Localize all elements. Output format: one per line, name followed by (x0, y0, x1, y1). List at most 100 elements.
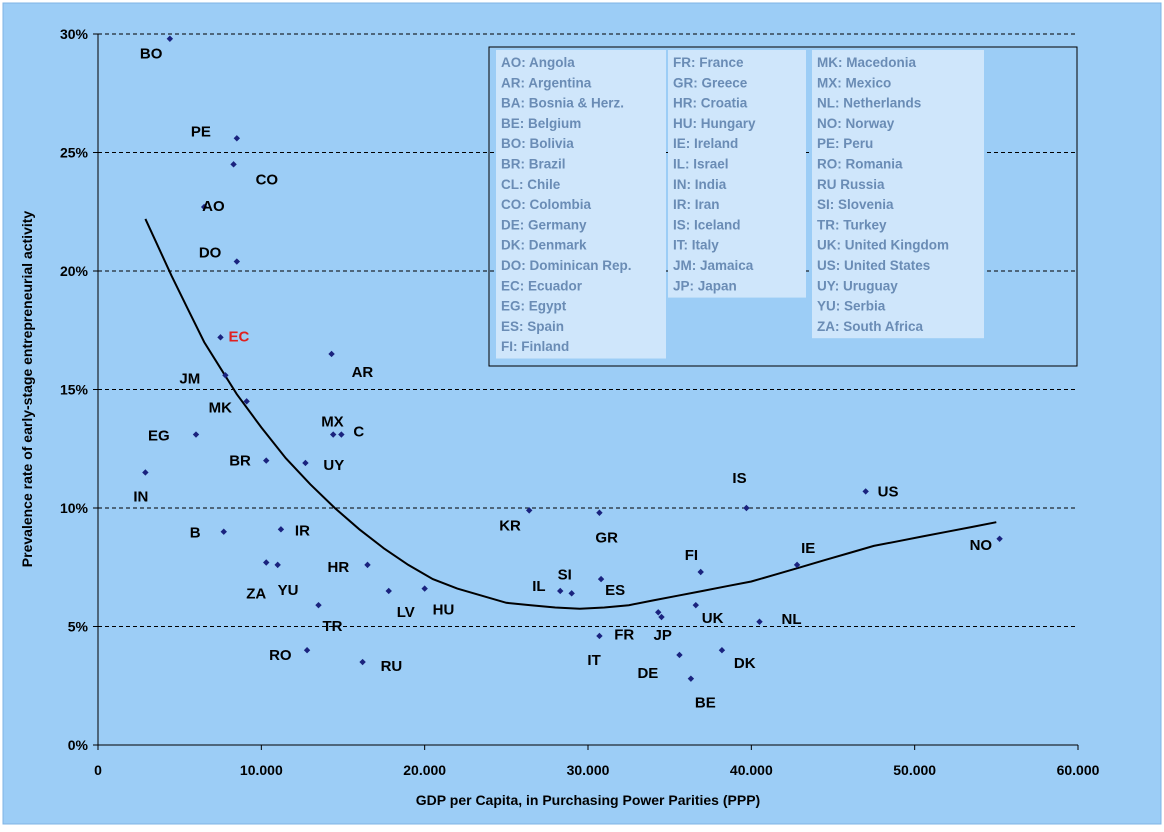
legend-entry: IN: India (673, 177, 727, 192)
data-point-nl (756, 618, 763, 625)
legend-entry: UY: Uruguay (817, 278, 898, 293)
legend-entry: CO: Colombia (501, 197, 591, 212)
data-label-tr: TR (323, 618, 343, 635)
data-point-br (263, 457, 270, 464)
data-point-ru (359, 658, 366, 666)
legend-entry: EG: Egypt (501, 299, 567, 314)
data-point-fi (697, 568, 704, 576)
data-label-fr: FR (614, 626, 634, 643)
data-label-de: DE (637, 665, 658, 682)
y-tick-label: 15% (60, 382, 89, 398)
y-axis-title: Prevalence rate of early-stage entrepren… (19, 211, 35, 568)
data-point-il (557, 587, 564, 595)
legend-entry: US: United States (817, 258, 930, 273)
data-point-do (233, 258, 241, 265)
data-label-be: BE (695, 695, 716, 712)
trendline-layer (144, 218, 997, 610)
data-point-hr (364, 561, 371, 569)
legend-entry: IR: Iran (673, 197, 720, 212)
legend-entry: IE: Ireland (673, 136, 738, 151)
legend-entry: CL: Chile (501, 177, 561, 192)
y-tick-label: 10% (60, 500, 89, 516)
data-point-is (743, 504, 750, 512)
data-label-us: US (878, 483, 899, 500)
data-point-mx (330, 431, 337, 438)
data-point-ec (217, 334, 224, 341)
data-label-si: SI (558, 566, 572, 583)
legend-entry: NO: Norway (817, 116, 895, 131)
legend-entry: NL: Netherlands (817, 96, 921, 111)
data-label-gr: GR (595, 530, 618, 547)
x-tick-label: 40.000 (730, 762, 773, 778)
legend-column-bg (496, 50, 666, 359)
data-point-co (230, 161, 237, 168)
data-point-tr (315, 601, 322, 609)
data-label-hr: HR (328, 559, 350, 576)
legend-entry: GR: Greece (673, 75, 748, 90)
data-label-it: IT (587, 652, 600, 669)
y-tick-label: 5% (68, 619, 89, 635)
x-tick-label: 20.000 (403, 762, 446, 778)
data-label-ru: RU (381, 658, 403, 675)
data-point-ir (277, 526, 285, 533)
data-point-fr (655, 609, 662, 616)
legend-entry: AR: Argentina (501, 75, 592, 90)
legend-entry: BO: Bolivia (501, 136, 574, 151)
data-point-gr (596, 509, 603, 516)
x-axis-title: GDP per Capita, in Purchasing Power Pari… (416, 792, 760, 808)
data-label-il: IL (532, 578, 545, 595)
legend-entry: RO: Romania (817, 157, 903, 172)
data-point-uy (302, 459, 309, 467)
data-label-eg: EG (148, 428, 170, 445)
legend-entry: BE: Belgium (501, 116, 581, 131)
data-label-pe: PE (191, 123, 211, 140)
legend-entry: RU Russia (817, 177, 885, 192)
legend-entry: FI: Finland (501, 339, 569, 354)
data-point-yu (274, 561, 281, 569)
data-point-it (596, 632, 603, 640)
legend-entry: ZA: South Africa (817, 319, 923, 334)
data-label-ir: IR (295, 522, 310, 539)
data-label-lv: LV (397, 604, 415, 621)
legend-entry: HU: Hungary (673, 116, 756, 131)
x-tick-label: 30.000 (567, 762, 610, 778)
axes: 0% 5% 10% 15% 20% 25% 30% 0 10.000 20.000 30.000 40… (60, 26, 1100, 778)
data-label-ao: AO (202, 198, 225, 215)
x-tick-label: 50.000 (893, 762, 936, 778)
data-point-in (142, 469, 149, 476)
data-point-c (338, 431, 345, 438)
data-label-uk: UK (702, 610, 724, 627)
legend-entry: IT: Italy (673, 238, 719, 253)
x-tick-label: 10.000 (240, 762, 283, 778)
data-point-za (263, 559, 270, 566)
data-point-de (676, 651, 683, 659)
data-label-ec: EC (229, 328, 250, 345)
data-label-mx: MX (321, 414, 344, 431)
data-label-kr: KR (499, 517, 521, 534)
data-point-ar (328, 350, 335, 358)
data-label-do: DO (199, 245, 222, 262)
legend: AO: Angola AR: Argentina BA: Bosnia & Herz… (488, 46, 1078, 367)
data-label-co: CO (256, 171, 279, 188)
legend-entry: JP: Japan (673, 278, 737, 293)
x-tick-label: 0 (94, 762, 102, 778)
data-label-no: NO (970, 537, 993, 554)
data-point-b (220, 528, 227, 535)
x-tick-label: 60.000 (1057, 762, 1100, 778)
data-point-dk (718, 647, 726, 654)
y-tick-label: 0% (68, 737, 89, 753)
legend-entry: DO: Dominican Rep. (501, 258, 632, 273)
legend-entry: MK: Macedonia (817, 55, 917, 70)
data-label-bo: BO (140, 46, 163, 63)
data-point-bo (166, 35, 174, 42)
data-point-eg (192, 431, 200, 438)
legend-entry: BR: Brazil (501, 157, 566, 172)
data-label-b: B (190, 525, 201, 542)
data-point-ro (303, 647, 311, 654)
data-label-ie: IE (801, 540, 815, 557)
data-point-ie (793, 561, 801, 569)
legend-entry: DE: Germany (501, 217, 587, 232)
legend-entry: IL: Israel (673, 157, 729, 172)
legend-column-bg (668, 50, 806, 298)
data-point-kr (526, 507, 533, 514)
